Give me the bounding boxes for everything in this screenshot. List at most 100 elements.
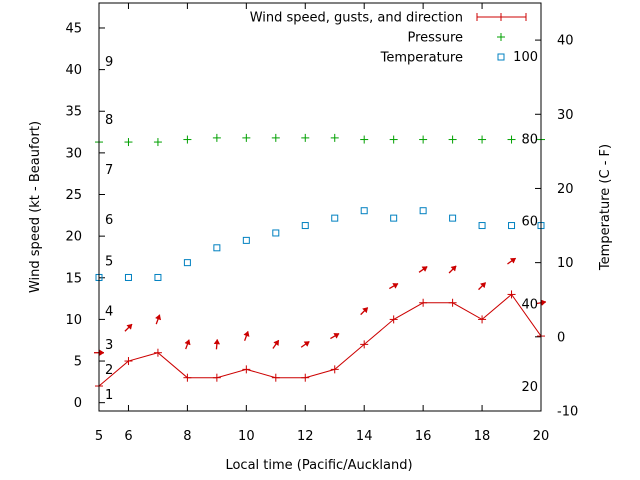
wind-speed-point xyxy=(448,298,457,307)
legend-swatch-marker xyxy=(497,53,505,61)
beaufort-label: 9 xyxy=(105,55,113,70)
wind-direction-arrow xyxy=(184,339,191,350)
temperature-point xyxy=(360,207,368,215)
wind-speed-point xyxy=(242,365,251,374)
wind-speed-point xyxy=(271,373,280,382)
series-layer xyxy=(94,133,547,391)
temperature-point xyxy=(419,207,427,215)
wind-direction-arrow xyxy=(330,332,340,340)
y-left-tick-label: 20 xyxy=(65,230,82,245)
tick-layer xyxy=(99,3,542,412)
wind-speed-point xyxy=(507,290,516,299)
wind-speed-point xyxy=(330,365,339,374)
pressure-point xyxy=(124,138,133,147)
beaufort-label: 8 xyxy=(105,113,113,128)
wind-direction-arrow xyxy=(418,266,428,273)
legend-label: Wind speed, gusts, and direction xyxy=(250,11,463,26)
y-right-tick-label: 40 xyxy=(557,34,574,49)
legend: Wind speed, gusts, and direction Pressure… xyxy=(250,11,527,66)
wind-direction-arrow xyxy=(124,323,133,332)
wind-speed-point xyxy=(153,348,162,357)
x-tick-label: 12 xyxy=(297,429,314,444)
fahrenheit-label: 80 xyxy=(521,132,538,147)
wind-direction-arrow xyxy=(507,257,517,265)
beaufort-label: 2 xyxy=(105,363,113,378)
x-tick-label: 20 xyxy=(533,429,550,444)
wind-direction-arrow xyxy=(448,265,457,274)
x-tick-label: 16 xyxy=(415,429,432,444)
wind-direction-arrow xyxy=(300,340,310,348)
labels-layer: 6 8 10 12 14 16 18 205051015202530354045-100102… xyxy=(65,21,578,444)
wind-speed-point xyxy=(212,373,221,382)
wind-speed-point xyxy=(301,373,310,382)
wind-direction-arrow xyxy=(478,282,487,291)
x-tick-label: 18 xyxy=(474,429,491,444)
wind-speed-point xyxy=(360,340,369,349)
legend-swatch-marker xyxy=(497,33,505,41)
legend-label: Pressure xyxy=(407,31,463,46)
wind-speed-line xyxy=(98,293,542,387)
pressure-point xyxy=(330,133,339,142)
y-left-tick-label: 0 xyxy=(74,396,82,411)
legend-swatch-marker xyxy=(497,13,505,21)
temperature-point xyxy=(331,214,339,222)
fahrenheit-label: 100 xyxy=(513,50,538,65)
y-left-tick-label: 35 xyxy=(65,105,82,120)
temperature-point xyxy=(242,236,250,244)
pressure-point xyxy=(360,135,369,144)
wind-direction-arrow xyxy=(213,338,221,350)
y-left-tick-label: 10 xyxy=(65,313,82,328)
x-tick-label: 5 xyxy=(95,429,103,444)
y-left-tick-label: 5 xyxy=(74,355,82,370)
beaufort-label: 1 xyxy=(105,388,113,403)
temperature-point xyxy=(390,214,398,222)
y-right-tick-label: 10 xyxy=(557,256,574,271)
x-axis-label: Local time (Pacific/Auckland) xyxy=(225,458,412,473)
fahrenheit-label: 60 xyxy=(521,215,538,230)
beaufort-label: 6 xyxy=(105,213,113,228)
y-left-tick-label: 25 xyxy=(65,188,82,203)
y-right-tick-label: -10 xyxy=(557,405,578,420)
temperature-point xyxy=(301,222,309,230)
temperature-point xyxy=(183,259,191,267)
temperature-point xyxy=(272,229,280,237)
x-tick-label: 8 xyxy=(183,429,191,444)
fahrenheit-label: 40 xyxy=(521,298,538,313)
pressure-point xyxy=(183,135,192,144)
x-tick-label: 10 xyxy=(238,429,255,444)
pressure-point xyxy=(478,135,487,144)
x-tick-label: 14 xyxy=(356,429,373,444)
pressure-point xyxy=(389,135,398,144)
y-right-tick-label: 20 xyxy=(557,182,574,197)
pressure-point xyxy=(242,133,251,142)
wind-speed-point xyxy=(124,357,133,366)
temperature-point xyxy=(478,222,486,230)
temperature-point xyxy=(124,273,132,281)
beaufort-label: 3 xyxy=(105,338,113,353)
pressure-point xyxy=(153,138,162,147)
temperature-point xyxy=(213,244,221,252)
beaufort-label: 4 xyxy=(105,305,113,320)
pressure-point xyxy=(448,135,457,144)
wind-speed-point xyxy=(478,315,487,324)
wind-direction-arrow xyxy=(154,314,162,325)
pressure-point xyxy=(419,135,428,144)
beaufort-label: 7 xyxy=(105,163,113,178)
pressure-point xyxy=(271,133,280,142)
wind-direction-arrow xyxy=(360,307,369,316)
wind-direction-arrow xyxy=(272,339,280,349)
plot-frame xyxy=(98,2,542,412)
wind-direction-arrow xyxy=(243,330,250,341)
temperature-point xyxy=(154,273,162,281)
pressure-point xyxy=(507,135,516,144)
wind-direction-arrow xyxy=(389,283,399,290)
wind-speed-point xyxy=(419,298,428,307)
pressure-point xyxy=(212,133,221,142)
y-axis-right-label: Temperature (C - F) xyxy=(598,144,613,271)
fahrenheit-label: 20 xyxy=(521,380,538,395)
y-left-tick-label: 40 xyxy=(65,63,82,78)
wind-speed-point xyxy=(389,315,398,324)
y-left-tick-label: 15 xyxy=(65,271,82,286)
beaufort-label: 5 xyxy=(105,255,113,270)
